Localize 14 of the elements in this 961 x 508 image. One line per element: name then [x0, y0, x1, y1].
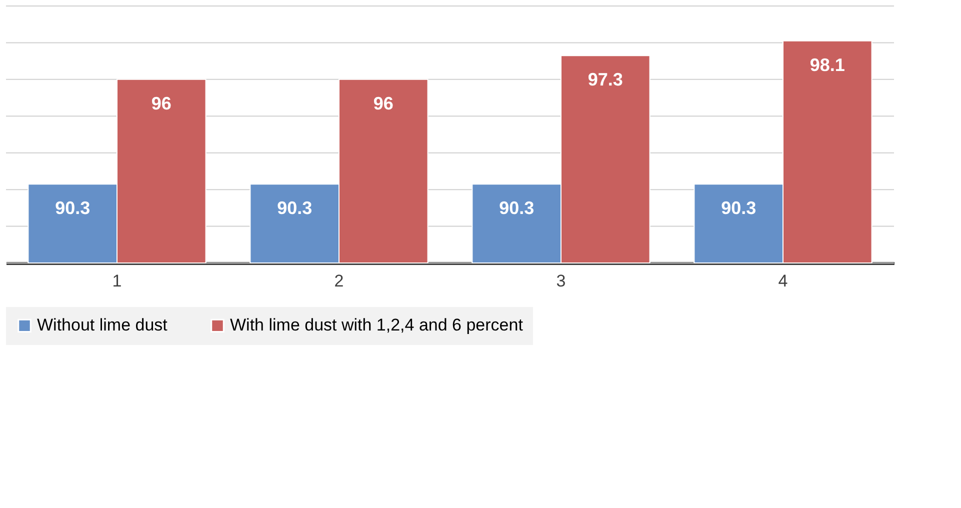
data-label: 90.3 — [721, 198, 756, 218]
legend-label: With lime dust with 1,2,4 and 6 percent — [230, 316, 524, 335]
data-label: 90.3 — [55, 198, 90, 218]
data-label: 96 — [373, 93, 394, 114]
legend-label: Without lime dust — [37, 316, 168, 335]
data-label: 90.3 — [277, 198, 312, 218]
data-label: 96 — [151, 93, 172, 114]
x-tick-label: 2 — [334, 272, 344, 290]
data-label: 90.3 — [499, 198, 534, 218]
data-label: 97.3 — [588, 70, 623, 90]
x-tick-label: 4 — [778, 272, 788, 290]
x-tick-label: 3 — [556, 272, 566, 290]
x-tick-label: 1 — [112, 272, 122, 290]
data-label: 98.1 — [810, 54, 845, 75]
